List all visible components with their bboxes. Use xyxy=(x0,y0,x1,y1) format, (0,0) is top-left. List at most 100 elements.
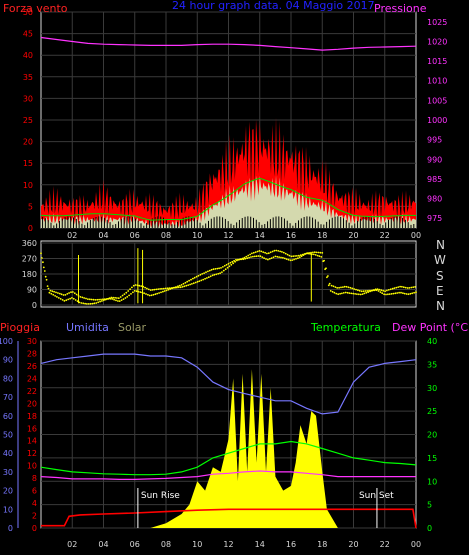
humidity-tick-label: 60 xyxy=(3,412,13,421)
direction-point xyxy=(342,292,345,294)
direction-point xyxy=(133,289,136,292)
direction-point xyxy=(355,288,357,291)
direction-point xyxy=(379,291,382,293)
direction-point xyxy=(41,257,43,259)
direction-point xyxy=(215,273,218,276)
direction-point xyxy=(59,298,62,300)
direction-point xyxy=(207,276,210,279)
direction-point xyxy=(272,256,275,259)
direction-point xyxy=(114,296,116,299)
humidity-tick-label: 90 xyxy=(3,356,13,365)
direction-point xyxy=(72,297,75,300)
direction-point xyxy=(325,267,327,270)
direction-point xyxy=(195,275,198,278)
direction-point xyxy=(385,293,387,296)
direction-point xyxy=(112,296,115,299)
pressure-tick-label: 985 xyxy=(427,175,442,184)
direction-point xyxy=(362,290,365,293)
direction-point xyxy=(242,258,245,261)
direction-point xyxy=(219,272,222,275)
direction-point xyxy=(205,271,207,274)
direction-point xyxy=(407,293,410,296)
direction-point xyxy=(339,292,341,295)
direction-point xyxy=(340,286,342,289)
direction-series xyxy=(40,248,417,305)
direction-point xyxy=(120,299,123,301)
direction-tick-label: 270 xyxy=(22,255,37,264)
wind-y-tick-labels: 0 5 10 15 20 25 30 35 40 45 50 xyxy=(23,8,33,233)
direction-point xyxy=(110,296,113,299)
direction-point xyxy=(335,292,338,295)
rain-tick-label: 8 xyxy=(32,474,37,483)
direction-point xyxy=(402,292,404,294)
direction-point xyxy=(357,289,359,292)
direction-point xyxy=(262,251,265,254)
direction-point xyxy=(346,291,349,294)
direction-point xyxy=(250,256,252,258)
x-tick-label: 12 xyxy=(223,231,233,240)
direction-point xyxy=(378,288,381,291)
direction-point xyxy=(49,289,52,292)
direction-point xyxy=(366,290,369,292)
temperature-axis-title: Temperatura xyxy=(310,321,381,334)
direction-point xyxy=(228,265,231,268)
direction-point xyxy=(277,250,280,252)
direction-point xyxy=(47,287,50,290)
direction-point xyxy=(129,288,132,291)
direction-point xyxy=(176,286,178,289)
direction-point xyxy=(192,277,194,280)
direction-point xyxy=(86,303,88,305)
direction-point xyxy=(146,287,148,290)
direction-point xyxy=(382,289,385,292)
direction-point xyxy=(412,286,415,289)
direction-point xyxy=(295,258,297,260)
direction-point xyxy=(358,289,361,292)
direction-point xyxy=(156,292,159,295)
direction-point xyxy=(287,258,290,261)
direction-point xyxy=(364,290,367,292)
direction-point xyxy=(121,294,124,297)
direction-point xyxy=(314,254,317,256)
temperature-tick-label: 40 xyxy=(427,337,437,346)
direction-grid xyxy=(41,242,416,306)
direction-point xyxy=(222,266,224,268)
x-tick-label: 06 xyxy=(130,231,140,240)
direction-point xyxy=(196,280,199,283)
humidity-tick-label: 100 xyxy=(0,337,13,346)
direction-point xyxy=(167,288,170,291)
direction-point xyxy=(66,293,69,295)
direction-point xyxy=(117,300,119,302)
direction-point xyxy=(166,287,169,290)
direction-point xyxy=(336,287,339,289)
direction-point xyxy=(213,273,216,276)
direction-point xyxy=(131,286,133,289)
direction-tick-label: 360 xyxy=(22,239,37,248)
x-tick-label: 10 xyxy=(192,540,202,549)
direction-point xyxy=(210,268,213,271)
direction-point xyxy=(251,252,253,255)
direction-point xyxy=(63,300,66,302)
direction-point xyxy=(135,290,138,293)
direction-point xyxy=(57,292,59,294)
wind-tick-label: 0 xyxy=(28,224,33,233)
direction-point xyxy=(227,262,230,265)
direction-point xyxy=(352,292,355,295)
direction-point xyxy=(200,279,203,282)
direction-tick-label: 90 xyxy=(27,286,37,295)
direction-point xyxy=(182,282,185,285)
direction-point xyxy=(101,300,103,302)
direction-point xyxy=(44,275,47,278)
humidity-tick-label: 80 xyxy=(3,374,13,383)
direction-point xyxy=(312,253,315,256)
x-tick-label: 18 xyxy=(317,540,327,549)
direction-point xyxy=(145,293,147,295)
pressure-tick-label: 1010 xyxy=(427,77,447,86)
direction-point xyxy=(256,250,259,253)
direction-point xyxy=(179,286,182,289)
direction-point xyxy=(88,298,91,301)
direction-point xyxy=(397,286,400,288)
direction-point xyxy=(225,263,228,266)
direction-point xyxy=(396,292,399,294)
direction-point xyxy=(278,256,280,258)
